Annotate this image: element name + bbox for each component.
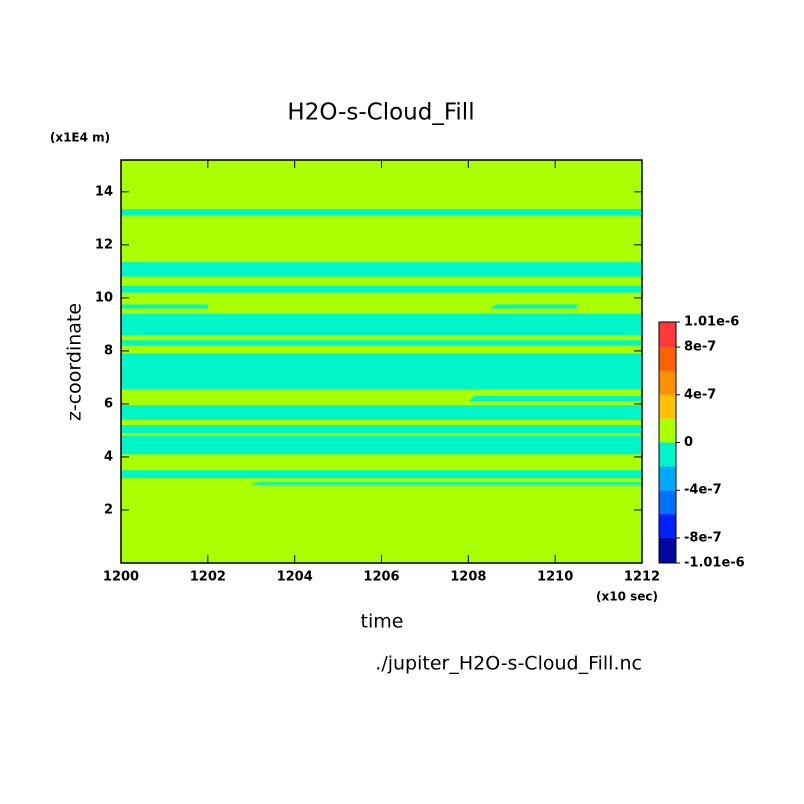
- colorbar-segment: [659, 466, 676, 491]
- x-unit: (x10 sec): [596, 590, 658, 604]
- contour-region: [121, 340, 642, 346]
- x-tick-label: 1208: [450, 570, 486, 585]
- colorbar-segment: [659, 514, 676, 538]
- contour-region: [121, 470, 642, 479]
- x-tick-label: 1200: [103, 570, 139, 585]
- y-unit: (x1E4 m): [50, 131, 110, 145]
- y-tick-label: 12: [95, 237, 113, 252]
- colorbar-segment: [659, 370, 676, 395]
- x-tick-label: 1206: [363, 570, 399, 585]
- colorbar-tick-label: -1.01e-6: [684, 556, 745, 571]
- y-tick-label: 2: [104, 502, 113, 517]
- contour-region: [121, 285, 642, 293]
- contour-region: [121, 262, 642, 277]
- y-tick-label: 8: [104, 343, 113, 358]
- colorbar-segment: [659, 490, 676, 515]
- y-tick-label: 4: [104, 449, 113, 464]
- y-axis-label: z-coordinate: [64, 303, 86, 421]
- source-label: ./jupiter_H2O-s-Cloud_Fill.nc: [375, 653, 642, 675]
- colorbar-tick-label: 4e-7: [684, 387, 716, 402]
- chart-title: H2O-s-Cloud_Fill: [287, 100, 474, 126]
- colorbar-tick-label: 0: [684, 435, 693, 450]
- colorbar-segment: [659, 537, 676, 563]
- colorbar-segment: [659, 442, 676, 467]
- x-axis-label: time: [361, 611, 404, 633]
- contour-region: [121, 353, 642, 390]
- colorbar-tick-label: 8e-7: [684, 340, 716, 355]
- colorbar-segment: [659, 418, 676, 443]
- colorbar-segment: [659, 394, 676, 419]
- x-tick-label: 1210: [537, 570, 573, 585]
- y-tick-label: 6: [104, 396, 113, 411]
- contour-region: [121, 209, 642, 216]
- x-tick-label: 1212: [624, 570, 660, 585]
- colorbar-tick-label: -8e-7: [684, 530, 722, 545]
- contour-region: [121, 435, 642, 455]
- contour-region: [468, 395, 642, 402]
- colorbar-tick-label: 1.01e-6: [684, 315, 739, 330]
- colorbar-segment: [659, 347, 676, 371]
- y-tick-label: 14: [95, 184, 113, 199]
- y-tick-label: 10: [95, 290, 113, 305]
- contour-region: [121, 425, 642, 434]
- contour-region: [490, 304, 577, 309]
- colorbar-tick-label: -4e-7: [684, 483, 722, 498]
- contour-region: [251, 482, 642, 485]
- contour-region: [121, 405, 642, 420]
- x-tick-label: 1204: [277, 570, 313, 585]
- x-tick-label: 1202: [190, 570, 226, 585]
- contour-region: [121, 304, 208, 309]
- colorbar-segment: [659, 322, 676, 348]
- contour-region: [121, 313, 642, 335]
